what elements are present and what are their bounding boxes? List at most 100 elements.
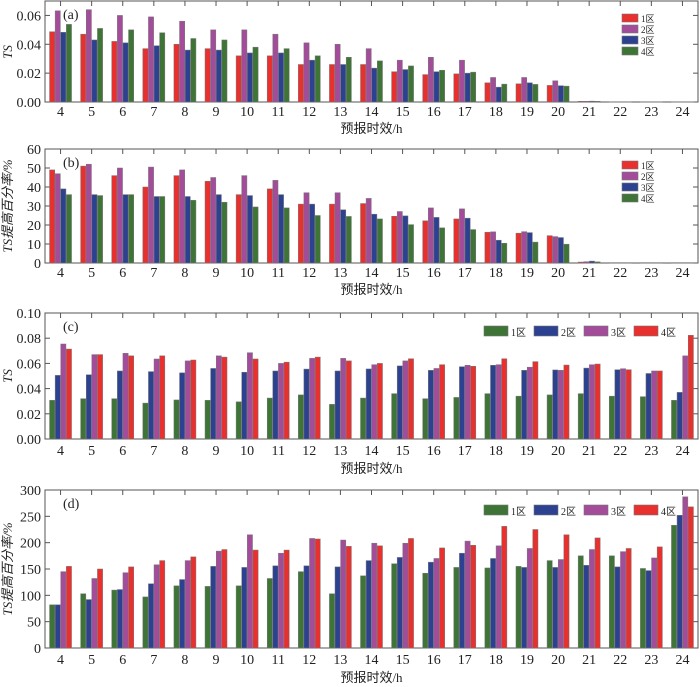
- bar-22-2: [614, 101, 621, 103]
- x-tick-label: 22: [613, 653, 627, 668]
- bar-18-1: [484, 231, 491, 264]
- bar-23-4: [656, 262, 663, 264]
- bar-7-2: [148, 166, 154, 264]
- bar-10-1: [235, 194, 242, 264]
- bar-4-2: [54, 10, 61, 103]
- legend-label: 1区: [641, 14, 655, 24]
- bar-21-1: [577, 261, 584, 264]
- x-tick-label: 11: [271, 105, 284, 120]
- legend-swatch: [621, 160, 639, 170]
- bar-12-1: [298, 394, 304, 440]
- x-tick-label: 14: [365, 105, 379, 120]
- bar-22-1: [609, 395, 615, 440]
- bar-7-3: [153, 196, 160, 264]
- bar-17-4: [470, 229, 477, 264]
- x-tick-label: 18: [489, 266, 503, 281]
- bar-24-2: [676, 515, 683, 649]
- bar-13-2: [334, 566, 341, 649]
- bar-10-2: [241, 175, 248, 264]
- y-tick-label: 0.08: [17, 332, 42, 347]
- x-tick-label: 20: [551, 266, 565, 281]
- y-tick-label: 150: [20, 563, 41, 578]
- bar-5-3: [91, 354, 98, 440]
- bar-16-1: [422, 220, 429, 264]
- bar-24-4: [688, 506, 694, 649]
- x-tick-label: 14: [365, 653, 379, 668]
- bar-19-2: [521, 77, 528, 103]
- bar-7-4: [159, 560, 166, 649]
- bar-5-2: [85, 9, 92, 103]
- bar-16-4: [439, 547, 445, 649]
- bar-24-1: [671, 262, 677, 264]
- bar-17-3: [464, 365, 471, 440]
- bar-9-1: [204, 586, 211, 649]
- x-tick-label: 8: [181, 105, 188, 120]
- legend-swatch: [583, 504, 609, 516]
- x-tick-label: 9: [213, 653, 220, 668]
- x-tick-label: 21: [582, 266, 596, 281]
- bar-19-3: [526, 366, 533, 440]
- bar-19-3: [526, 548, 533, 649]
- legend: 1区 2区 3区 4区: [483, 504, 676, 518]
- bar-12-4: [314, 356, 321, 440]
- x-tick-label: 11: [271, 653, 284, 668]
- bar-22-4: [625, 262, 632, 264]
- bar-12-3: [309, 358, 315, 440]
- bar-17-3: [464, 72, 471, 103]
- bar-7-3: [153, 45, 160, 103]
- x-tick-label: 23: [644, 266, 658, 281]
- bar-10-3: [247, 195, 253, 264]
- bar-6-4: [128, 194, 134, 264]
- legend-label: 1区: [511, 506, 526, 518]
- y-tick-label: 0.00: [17, 96, 42, 111]
- x-tick-label: 19: [520, 444, 534, 459]
- bar-20-3: [558, 237, 564, 264]
- bar-17-1: [453, 73, 460, 103]
- bar-18-4: [501, 358, 508, 440]
- bar-19-4: [532, 241, 539, 264]
- bar-13-1: [329, 404, 335, 440]
- legend-swatch: [621, 171, 639, 181]
- x-tick-label: 12: [302, 105, 316, 120]
- x-tick-label: 6: [119, 105, 126, 120]
- bar-18-2: [490, 365, 496, 440]
- bar-15-4: [408, 224, 414, 264]
- bar-8-4: [190, 556, 197, 649]
- x-axis-label: 预报时效/h: [340, 121, 403, 136]
- panel-label: (b): [63, 156, 80, 171]
- x-tick-label: 6: [119, 653, 126, 668]
- panel-label: (c): [63, 320, 79, 335]
- bar-13-4: [345, 216, 352, 264]
- bar-21-2: [583, 101, 590, 103]
- x-tick-label: 10: [240, 105, 254, 120]
- bar-20-2: [552, 369, 559, 440]
- bar-16-3: [433, 368, 440, 440]
- bar-10-1: [235, 401, 242, 440]
- bar-5-1: [80, 398, 87, 440]
- bar-12-1: [298, 64, 304, 103]
- bar-4-3: [60, 571, 67, 649]
- bar-7-2: [148, 16, 154, 103]
- bar-11-1: [266, 55, 273, 103]
- legend-swatch: [621, 193, 639, 203]
- legend-label: 2区: [641, 25, 655, 35]
- x-tick-label: 21: [582, 653, 596, 668]
- x-tick-label: 16: [427, 653, 441, 668]
- bar-7-3: [153, 564, 160, 649]
- panel-label: (d): [63, 497, 80, 512]
- bar-8-4: [190, 200, 197, 264]
- bar-14-4: [377, 60, 383, 103]
- legend-label: 4区: [641, 47, 655, 57]
- x-tick-label: 8: [181, 653, 188, 668]
- bar-14-2: [365, 198, 372, 264]
- bar-15-1: [391, 393, 398, 440]
- x-tick-label: 5: [88, 266, 95, 281]
- y-tick-label: 40: [27, 181, 41, 196]
- bar-20-3: [558, 559, 564, 649]
- bar-18-3: [495, 86, 502, 103]
- bar-7-1: [142, 186, 149, 264]
- legend-label: 1区: [511, 327, 526, 339]
- bar-17-4: [470, 71, 477, 103]
- y-tick-label: 300: [20, 484, 41, 499]
- x-tick-label: 4: [57, 444, 64, 459]
